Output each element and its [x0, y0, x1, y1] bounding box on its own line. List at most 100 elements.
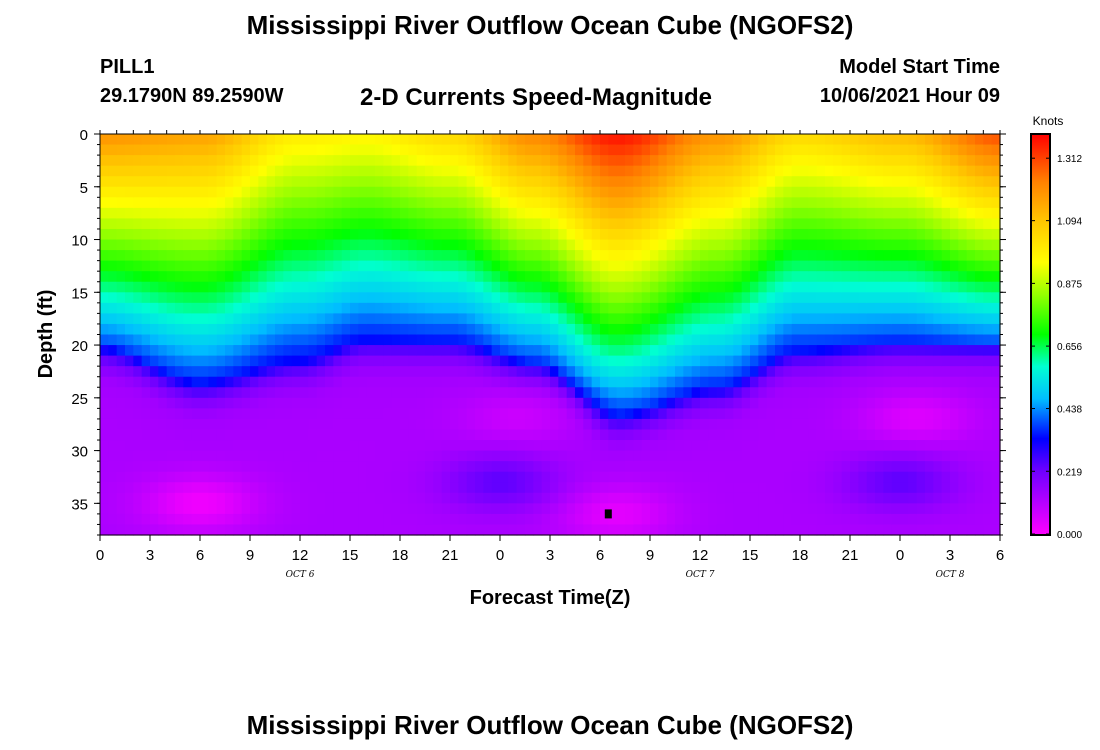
- heatmap-cell: [983, 313, 993, 325]
- heatmap-cell: [916, 524, 926, 536]
- heatmap-cell: [566, 471, 576, 483]
- heatmap-cell: [708, 197, 718, 209]
- heatmap-cell: [625, 440, 634, 452]
- heatmap-cell: [458, 408, 468, 420]
- heatmap-cell: [741, 492, 751, 504]
- heatmap-cell: [808, 450, 818, 462]
- heatmap-cell: [816, 376, 826, 388]
- heatmap-cell: [558, 334, 568, 346]
- heatmap-cell: [516, 524, 526, 536]
- heatmap-cell: [183, 397, 193, 409]
- heatmap-cell: [333, 418, 343, 431]
- colorbar-band: [1031, 384, 1050, 386]
- heatmap-cell: [350, 366, 359, 378]
- heatmap-cell: [975, 366, 984, 378]
- heatmap-cell: [341, 397, 351, 409]
- heatmap-cell: [716, 366, 726, 378]
- heatmap-cell: [400, 429, 409, 441]
- heatmap-cell: [516, 440, 526, 452]
- heatmap-cell: [275, 302, 284, 314]
- heatmap-cell: [300, 197, 309, 209]
- colorbar-band: [1031, 398, 1050, 400]
- heatmap-cell: [916, 207, 926, 220]
- colorbar-band: [1031, 192, 1050, 194]
- heatmap-cell: [125, 397, 134, 409]
- heatmap-cell: [641, 408, 651, 420]
- heatmap-cell: [575, 134, 584, 146]
- heatmap-cell: [716, 165, 726, 177]
- heatmap-cell: [191, 186, 201, 198]
- heatmap-cell: [333, 408, 343, 420]
- colorbar-band: [1031, 258, 1050, 260]
- heatmap-cell: [908, 408, 918, 420]
- heatmap-cell: [675, 482, 684, 494]
- heatmap-cell: [533, 176, 543, 188]
- heatmap-cell: [566, 482, 576, 494]
- heatmap-cell: [716, 250, 726, 262]
- heatmap-cell: [483, 155, 493, 167]
- heatmap-cell: [583, 440, 593, 452]
- heatmap-cell: [858, 165, 868, 177]
- heatmap-cell: [125, 366, 134, 378]
- heatmap-cell: [275, 134, 284, 146]
- heatmap-cell: [225, 302, 234, 314]
- heatmap-cell: [808, 228, 818, 241]
- heatmap-cell: [866, 239, 876, 251]
- heatmap-cell: [408, 387, 418, 399]
- heatmap-cell: [575, 450, 584, 462]
- heatmap-cell: [158, 376, 168, 388]
- heatmap-cell: [783, 176, 793, 188]
- colorbar-band: [1031, 516, 1050, 518]
- heatmap-cell: [341, 418, 351, 431]
- colorbar-band: [1031, 217, 1050, 219]
- heatmap-cell: [758, 239, 768, 251]
- heatmap-cell: [883, 176, 893, 188]
- heatmap-cell: [616, 513, 626, 526]
- colorbar-band: [1031, 308, 1050, 310]
- heatmap-cell: [633, 440, 643, 452]
- heatmap-cell: [216, 482, 226, 494]
- heatmap-cell: [925, 503, 934, 515]
- heatmap-cell: [683, 165, 693, 177]
- heatmap-cell: [658, 155, 668, 167]
- heatmap-cell: [800, 503, 809, 515]
- heatmap-cell: [425, 376, 434, 388]
- heatmap-cell: [758, 260, 768, 272]
- heatmap-cell: [358, 524, 368, 536]
- heatmap-cell: [941, 228, 951, 241]
- heatmap-cell: [841, 482, 851, 494]
- heatmap-cell: [350, 450, 359, 462]
- heatmap-cell: [308, 355, 318, 367]
- heatmap-cell: [783, 134, 793, 146]
- heatmap-cell: [316, 260, 326, 272]
- heatmap-cell: [475, 281, 484, 293]
- heatmap-cell: [125, 155, 134, 167]
- heatmap-cell: [858, 429, 868, 441]
- heatmap-cell: [691, 271, 701, 283]
- colorbar-band: [1031, 247, 1050, 249]
- heatmap-cell: [683, 418, 693, 431]
- heatmap-cell: [200, 250, 209, 262]
- heatmap-cell: [116, 313, 126, 325]
- heatmap-cell: [833, 471, 843, 483]
- colorbar-band: [1031, 314, 1050, 316]
- heatmap-cell: [858, 355, 868, 367]
- heatmap-cell: [116, 513, 126, 526]
- heatmap-cell: [608, 271, 618, 283]
- heatmap-cell: [341, 260, 351, 272]
- heatmap-cell: [766, 397, 776, 409]
- heatmap-cell: [325, 345, 334, 357]
- heatmap-cell: [483, 302, 493, 314]
- heatmap-cell: [975, 271, 984, 283]
- heatmap-cell: [250, 334, 259, 346]
- heatmap-cell: [433, 260, 443, 272]
- heatmap-cell: [708, 144, 718, 156]
- heatmap-cell: [358, 134, 368, 146]
- heatmap-cell: [625, 176, 634, 188]
- heatmap-cell: [758, 397, 768, 409]
- heatmap-cell: [966, 461, 976, 473]
- heatmap-cell: [741, 271, 751, 283]
- heatmap-cell: [175, 134, 184, 146]
- colorbar-band: [1031, 533, 1050, 535]
- heatmap-cell: [883, 218, 893, 230]
